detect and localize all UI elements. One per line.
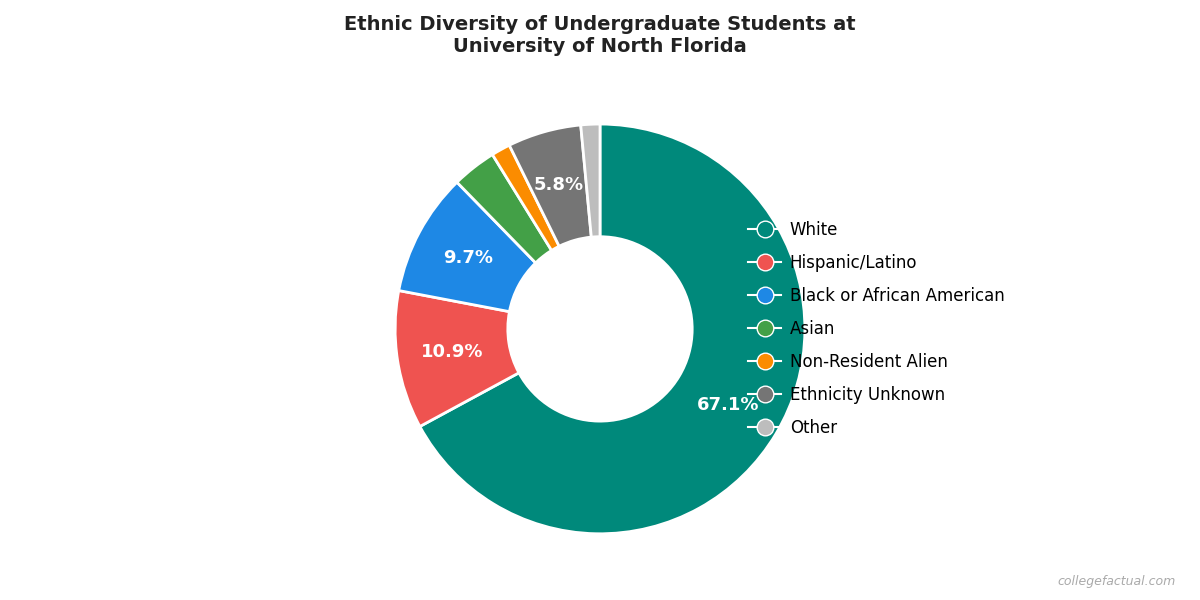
- Wedge shape: [509, 125, 592, 246]
- Wedge shape: [581, 124, 600, 237]
- Text: 9.7%: 9.7%: [443, 249, 493, 267]
- Legend: White, Hispanic/Latino, Black or African American, Asian, Non-Resident Alien, Et: White, Hispanic/Latino, Black or African…: [742, 214, 1012, 443]
- Text: 10.9%: 10.9%: [421, 343, 484, 361]
- Wedge shape: [395, 290, 518, 427]
- Wedge shape: [420, 124, 805, 534]
- Wedge shape: [492, 145, 559, 250]
- Wedge shape: [457, 155, 552, 263]
- Text: 5.8%: 5.8%: [534, 176, 584, 194]
- Text: 67.1%: 67.1%: [697, 397, 760, 415]
- Wedge shape: [398, 182, 535, 311]
- Text: collegefactual.com: collegefactual.com: [1057, 575, 1176, 588]
- Title: Ethnic Diversity of Undergraduate Students at
University of North Florida: Ethnic Diversity of Undergraduate Studen…: [344, 15, 856, 56]
